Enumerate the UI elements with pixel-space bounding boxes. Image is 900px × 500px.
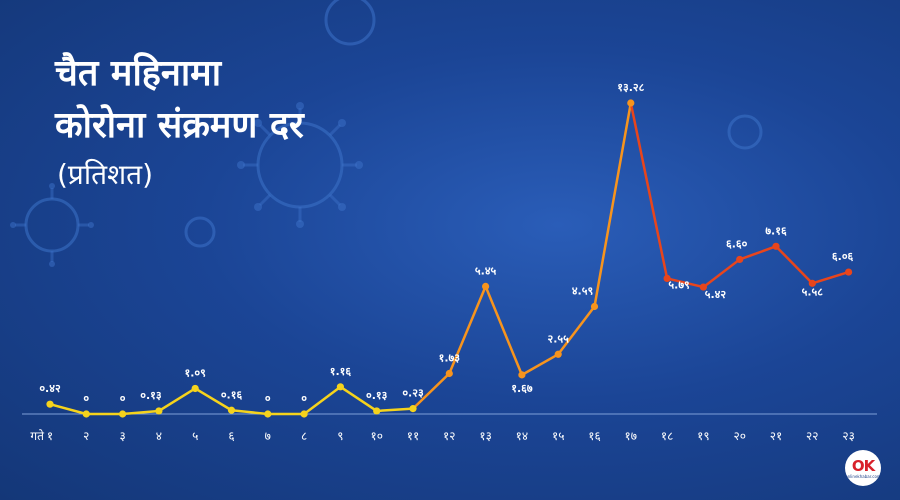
x-tick-label: ५ — [192, 429, 198, 443]
series-line-segment — [121, 409, 161, 416]
data-point — [409, 405, 417, 413]
data-point — [736, 255, 744, 264]
x-tick-label: १९ — [697, 429, 709, 443]
series-line-segment — [484, 285, 524, 377]
x-tick-label: १२ — [443, 429, 455, 443]
data-label: ५.४५ — [475, 264, 497, 277]
x-tick-label: १७ — [625, 429, 637, 443]
data-point — [845, 268, 853, 276]
data-label: ५.५८ — [802, 285, 824, 298]
data-point — [336, 383, 344, 391]
chart-subtitle: (प्रतिशत) — [57, 158, 153, 191]
data-point — [300, 410, 308, 418]
data-label: ५.४२ — [705, 288, 727, 301]
data-label: १.७३ — [439, 351, 461, 364]
data-label: २.५५ — [548, 332, 570, 345]
logo-text: OK — [851, 457, 875, 475]
series-line-segment — [520, 353, 560, 377]
data-point — [627, 99, 635, 107]
data-label: ६.०६ — [832, 250, 854, 263]
data-label: ० — [265, 392, 271, 405]
series-line-segment — [193, 387, 233, 412]
series-line-segment — [702, 258, 741, 289]
x-tick-label: ४ — [156, 429, 162, 443]
x-tick-label: १६ — [588, 429, 600, 443]
data-label: १३.२८ — [617, 81, 644, 94]
data-point — [554, 350, 562, 358]
data-label: ०.२३ — [402, 387, 424, 400]
data-point — [518, 371, 526, 379]
x-tick-label: ८ — [301, 429, 307, 443]
data-point — [808, 279, 816, 287]
x-tick-label: १४ — [516, 429, 528, 443]
series-line-segment — [738, 245, 778, 261]
x-tick-label: १ — [47, 429, 53, 443]
data-point — [155, 407, 163, 415]
data-point — [699, 283, 708, 291]
data-label: ०.१३ — [366, 389, 388, 402]
data-label: ०.१३ — [140, 389, 162, 402]
data-label: ५.७९ — [668, 278, 690, 291]
data-point — [482, 282, 490, 290]
data-point — [191, 384, 199, 393]
x-tick-label: २१ — [770, 429, 782, 443]
series-line-segment — [339, 385, 378, 413]
x-tick-label: २ — [83, 429, 89, 443]
data-point — [82, 410, 90, 418]
series-line-segment — [593, 101, 633, 308]
series-line-segment — [230, 409, 270, 416]
series-line-segment — [411, 372, 451, 410]
x-tick-label: १५ — [552, 429, 564, 443]
x-tick-label: २० — [733, 429, 745, 443]
data-label: ०.१६ — [221, 388, 243, 401]
series-line-segment — [629, 101, 669, 280]
x-tick-label: २२ — [806, 429, 818, 443]
data-label: ० — [120, 392, 126, 405]
x-tick-label: २३ — [842, 429, 854, 443]
series-line-segment — [157, 387, 197, 413]
series-line-segment — [48, 402, 88, 416]
x-tick-label: १८ — [661, 429, 673, 443]
data-point — [663, 274, 671, 283]
series-line-segment — [375, 407, 415, 413]
logo-subtext: onlinekhabar.com — [845, 474, 881, 479]
data-label: ० — [301, 392, 307, 405]
data-label: १.६७ — [511, 382, 533, 395]
data-label: ०.४२ — [39, 382, 61, 395]
data-label: १.०९ — [185, 366, 207, 379]
data-point — [445, 369, 453, 378]
data-label: ४.५९ — [572, 285, 594, 298]
data-point — [119, 410, 127, 418]
data-label: ६.६० — [726, 237, 748, 250]
data-label: ७.१६ — [765, 224, 787, 237]
series-line-segment — [665, 277, 705, 289]
data-point — [590, 302, 599, 311]
x-tick-label: ९ — [337, 429, 343, 443]
series-line-segment — [556, 305, 596, 356]
data-point — [46, 400, 54, 408]
x-tick-label: १० — [370, 429, 382, 443]
x-tick-label: ७ — [265, 429, 271, 443]
chart-title-line-1: चैत महिनामा — [55, 53, 222, 94]
x-axis-prefix-label: गते — [30, 429, 45, 443]
chart-title-line-2: कोरोना संक्रमण दर — [55, 105, 304, 146]
x-tick-label: ६ — [228, 429, 234, 443]
onlinekhabar-logo: OK onlinekhabar.com — [845, 450, 881, 486]
series-line-segment — [302, 385, 342, 416]
series-line-segment — [774, 245, 814, 285]
x-tick-label: १३ — [479, 429, 491, 443]
x-tick-label: ३ — [119, 429, 125, 443]
data-point — [227, 406, 236, 414]
data-label: १.१६ — [330, 365, 352, 378]
series-line-segment — [811, 270, 850, 285]
x-tick-label: ११ — [407, 429, 419, 443]
series-line-segment — [448, 285, 487, 375]
data-label: ० — [83, 392, 89, 405]
data-point — [373, 407, 381, 415]
data-point — [264, 410, 272, 418]
data-point — [772, 242, 780, 250]
